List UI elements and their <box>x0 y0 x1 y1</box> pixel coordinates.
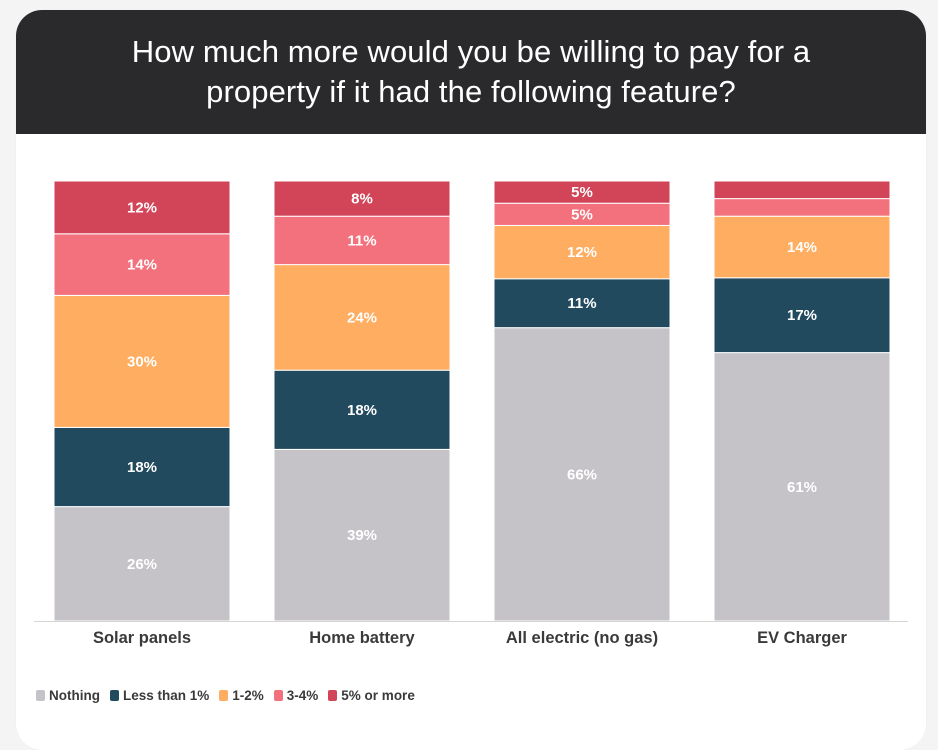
legend-label: 1-2% <box>232 688 264 703</box>
data-label-home-battery-5-or-more: 8% <box>351 191 373 208</box>
data-label-ev-charger-nothing: 61% <box>787 479 817 496</box>
legend-swatch <box>36 690 45 701</box>
legend-label: 3-4% <box>286 688 319 703</box>
data-label-solar-panels-3-4: 14% <box>127 257 157 274</box>
legend-label: Less than 1% <box>122 688 210 703</box>
chart-header: How much more would you be willing to pa… <box>16 10 926 134</box>
data-label-ev-charger-less-than-1: 17% <box>787 307 817 324</box>
bar-segment-all-electric-no-gas-1-2 <box>493 224 671 280</box>
category-label-all-electric-no-gas: All electric (no gas) <box>506 629 658 647</box>
data-label-ev-charger-1-2: 14% <box>787 239 817 256</box>
legend-swatch <box>273 690 283 701</box>
legend-swatch <box>219 690 229 701</box>
bar-segment-home-battery-1-2 <box>273 264 451 371</box>
legend-item-5-or-more: 5% or more <box>328 688 415 703</box>
data-label-all-electric-no-gas-less-than-1: 11% <box>567 295 596 312</box>
data-label-home-battery-3-4: 11% <box>347 232 376 249</box>
data-label-all-electric-no-gas-1-2: 12% <box>567 244 597 261</box>
bar-segment-solar-panels-less-than-1 <box>53 426 231 508</box>
legend-swatch <box>328 690 338 701</box>
data-label-solar-panels-less-than-1: 18% <box>127 459 157 476</box>
data-label-home-battery-less-than-1: 18% <box>347 402 377 419</box>
legend-swatch <box>109 690 119 701</box>
legend-item-nothing: Nothing <box>36 688 100 703</box>
legend-item-3-4: 3-4% <box>273 688 319 703</box>
bar-segment-all-electric-no-gas-nothing <box>493 327 671 622</box>
data-label-solar-panels-1-2: 30% <box>127 353 157 370</box>
bar-segment-ev-charger-less-than-1 <box>713 277 891 354</box>
chart-title: How much more would you be willing to pa… <box>131 34 811 109</box>
bar-segment-ev-charger-1-2 <box>713 215 891 279</box>
category-label-home-battery: Home battery <box>309 629 415 647</box>
bar-segment-home-battery-3-4 <box>273 215 451 266</box>
legend-label: 5% or more <box>341 688 415 703</box>
data-label-all-electric-no-gas-nothing: 66% <box>567 466 597 483</box>
legend-item-1-2: 1-2% <box>219 688 264 703</box>
data-label-solar-panels-nothing: 26% <box>127 556 157 573</box>
bar-segment-ev-charger-3-4 <box>713 198 891 217</box>
bar-segment-home-battery-5-or-more <box>273 180 451 217</box>
legend-label: Nothing <box>49 688 100 703</box>
data-label-all-electric-no-gas-3-4: 5% <box>571 206 593 223</box>
bar-segment-ev-charger-nothing <box>713 352 891 622</box>
bar-segment-ev-charger-5-or-more <box>713 180 891 200</box>
bar-segment-solar-panels-5-or-more <box>53 180 231 235</box>
data-label-all-electric-no-gas-5-or-more: 5% <box>571 184 593 201</box>
bar-segment-solar-panels-1-2 <box>53 294 231 428</box>
chart-legend: Nothing Less than 1% 1-2% 3-4% 5% or more <box>36 688 415 703</box>
category-label-solar-panels: Solar panels <box>93 629 191 647</box>
legend-item-less-than-1: Less than 1% <box>109 688 210 703</box>
data-label-home-battery-1-2: 24% <box>347 309 377 326</box>
data-label-solar-panels-5-or-more: 12% <box>127 199 157 216</box>
category-label-ev-charger: EV Charger <box>757 629 847 647</box>
bar-segment-solar-panels-nothing <box>53 506 231 622</box>
bar-segment-solar-panels-3-4 <box>53 233 231 296</box>
bar-segment-all-electric-no-gas-5-or-more <box>493 180 671 204</box>
bar-segment-all-electric-no-gas-less-than-1 <box>493 278 671 329</box>
bar-segment-home-battery-nothing <box>273 448 451 622</box>
chart-card: How much more would you be willing to pa… <box>16 10 926 750</box>
stacked-bar-chart: 26% 18% 30% 14% 12% Solar panels 39% 18% 24% 11% 8… <box>34 180 908 647</box>
data-label-home-battery-nothing: 39% <box>347 527 377 544</box>
